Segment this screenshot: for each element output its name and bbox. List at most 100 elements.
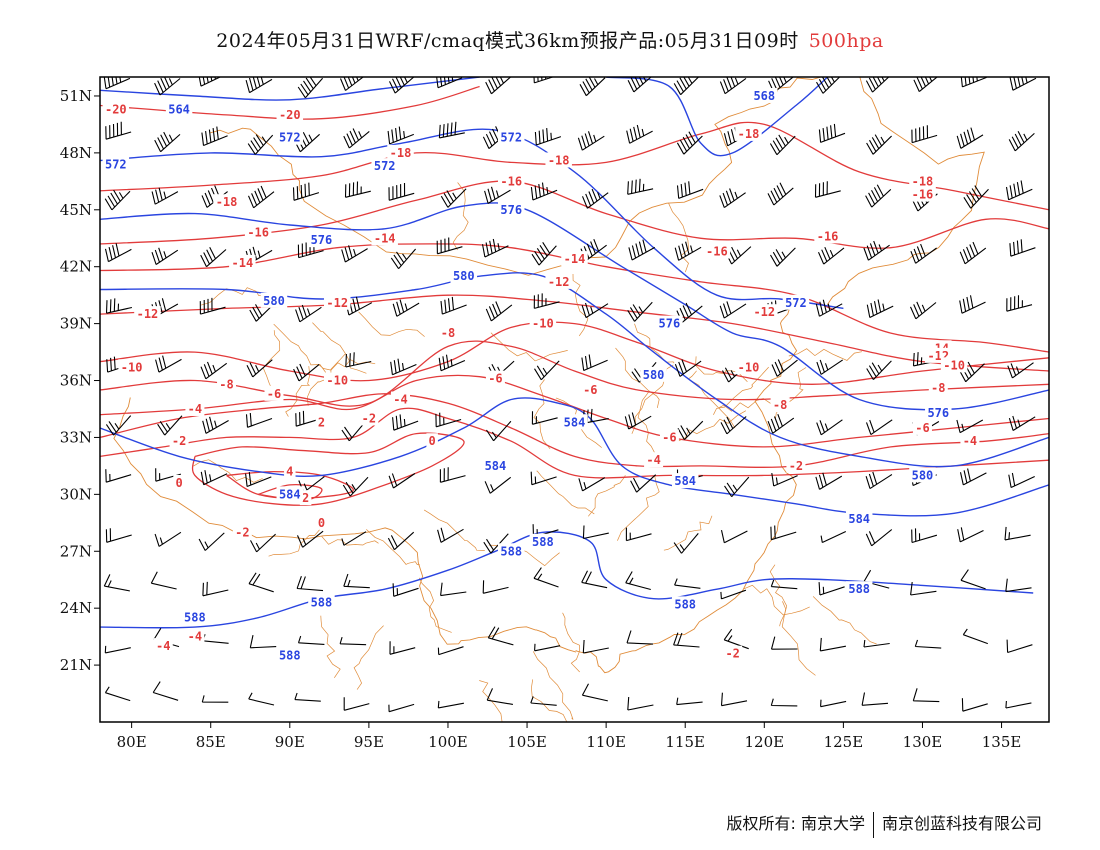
contour-label: -16 bbox=[817, 229, 839, 243]
province-boundary bbox=[312, 359, 376, 371]
y-tick-label: 48N bbox=[60, 144, 92, 162]
wind-barb bbox=[530, 182, 558, 201]
province-boundary bbox=[637, 391, 661, 464]
wind-barb bbox=[956, 127, 984, 149]
contour-label-bg bbox=[782, 294, 810, 310]
wind-barb bbox=[719, 301, 747, 319]
contour-label-bg bbox=[299, 490, 312, 506]
contour-label-bg bbox=[244, 224, 272, 240]
contour-line bbox=[100, 393, 1049, 468]
wind-barb bbox=[581, 302, 609, 319]
wind-barb bbox=[865, 77, 890, 93]
contour-label-bg bbox=[232, 524, 252, 540]
contour-label-bg bbox=[284, 463, 296, 479]
wind-barb bbox=[438, 354, 466, 372]
wind-barb bbox=[487, 626, 514, 646]
wind-barb bbox=[770, 636, 798, 650]
x-tick-label: 85E bbox=[196, 733, 226, 751]
wind-barb bbox=[581, 683, 608, 702]
wind-barb bbox=[482, 580, 509, 594]
contour-label-bg bbox=[102, 156, 130, 172]
wind-barb bbox=[581, 188, 609, 209]
wind-barb bbox=[481, 238, 509, 258]
province-boundary bbox=[273, 323, 326, 373]
contour-label: -4 bbox=[188, 402, 202, 416]
province-boundary bbox=[781, 601, 816, 676]
province-boundary bbox=[615, 347, 660, 408]
contour-label-bg bbox=[545, 273, 572, 289]
contour-label-bg bbox=[217, 376, 237, 392]
copyright-left: 版权所有: 南京大学 bbox=[726, 814, 865, 833]
contour-label-bg bbox=[185, 628, 205, 644]
wind-barb bbox=[724, 476, 750, 498]
contour-label: 572 bbox=[500, 131, 522, 145]
wind-barb bbox=[912, 352, 940, 367]
wind-barb bbox=[861, 692, 889, 706]
contour-label-bg bbox=[485, 370, 505, 386]
contour-label: 580 bbox=[263, 294, 285, 308]
wind-barb bbox=[959, 241, 987, 265]
wind-barb bbox=[202, 581, 229, 597]
wind-barb bbox=[388, 703, 415, 713]
boundary-line bbox=[113, 397, 577, 653]
y-tick-label: 30N bbox=[60, 485, 92, 503]
contour-label: -2 bbox=[172, 434, 186, 448]
contour-label-bg bbox=[315, 514, 328, 530]
wind-barb bbox=[388, 182, 415, 201]
wind-barb bbox=[1006, 639, 1033, 654]
wind-barb bbox=[771, 473, 798, 487]
wind-barb bbox=[626, 124, 653, 144]
contour-label: 588 bbox=[311, 595, 333, 609]
wind-barb bbox=[534, 360, 560, 381]
contour-label-bg bbox=[671, 596, 699, 612]
contour-label: 0 bbox=[175, 476, 182, 490]
wind-barb bbox=[581, 354, 608, 372]
contour-label-bg bbox=[324, 294, 351, 310]
wind-barb bbox=[485, 301, 513, 322]
contour-label-bg bbox=[359, 410, 379, 426]
wind-barb bbox=[768, 77, 794, 94]
wind-barb bbox=[530, 471, 557, 486]
wind-barb bbox=[484, 186, 511, 204]
wind-barb bbox=[723, 628, 749, 650]
wind-barb bbox=[343, 573, 370, 589]
province-boundary bbox=[812, 596, 877, 645]
y-axis: 51N 48N 45N 42N 39N 36N 33N 30N 27N 24N 21N bbox=[60, 87, 100, 674]
province-boundary bbox=[193, 459, 263, 483]
wind-barb bbox=[199, 297, 226, 315]
wind-barb bbox=[769, 134, 796, 156]
contour-label-bg bbox=[912, 419, 932, 435]
contour-label: -16 bbox=[706, 245, 728, 259]
province-boundary bbox=[353, 625, 384, 690]
province-boundary bbox=[268, 520, 323, 557]
wind-barb bbox=[534, 128, 562, 146]
province-boundary bbox=[312, 322, 367, 374]
wind-barb bbox=[341, 531, 367, 546]
wind-barb bbox=[198, 77, 222, 87]
wind-barb bbox=[438, 121, 465, 139]
contour-label-bg bbox=[529, 315, 557, 331]
contour-label-bg bbox=[751, 304, 778, 320]
wind-barb bbox=[436, 77, 463, 89]
contour-labels: -20 -20-18-18-18-18-18-16-16-16-16-16-14-… bbox=[102, 87, 980, 663]
contour-line bbox=[100, 374, 1049, 448]
province-boundary bbox=[743, 584, 810, 616]
contour-label: 580 bbox=[643, 368, 665, 382]
wind-barb bbox=[913, 77, 938, 93]
contour-label: 576 bbox=[500, 203, 522, 217]
contour-label: 572 bbox=[279, 131, 301, 145]
wind-barb bbox=[911, 528, 938, 544]
wind-barb bbox=[202, 416, 229, 434]
contour-label-bg bbox=[786, 457, 806, 473]
wind-barb bbox=[154, 77, 181, 96]
wind-barb bbox=[578, 477, 606, 492]
contour-label: -6 bbox=[662, 430, 676, 444]
temperature-contours bbox=[100, 85, 1049, 506]
y-tick-label: 21N bbox=[60, 656, 92, 674]
contour-label: -2 bbox=[362, 411, 376, 425]
y-tick-label: 36N bbox=[60, 372, 92, 390]
contour-label: -4 bbox=[156, 639, 170, 653]
province-boundary bbox=[307, 353, 346, 406]
wind-barb bbox=[956, 419, 984, 434]
wind-barb bbox=[909, 301, 937, 320]
